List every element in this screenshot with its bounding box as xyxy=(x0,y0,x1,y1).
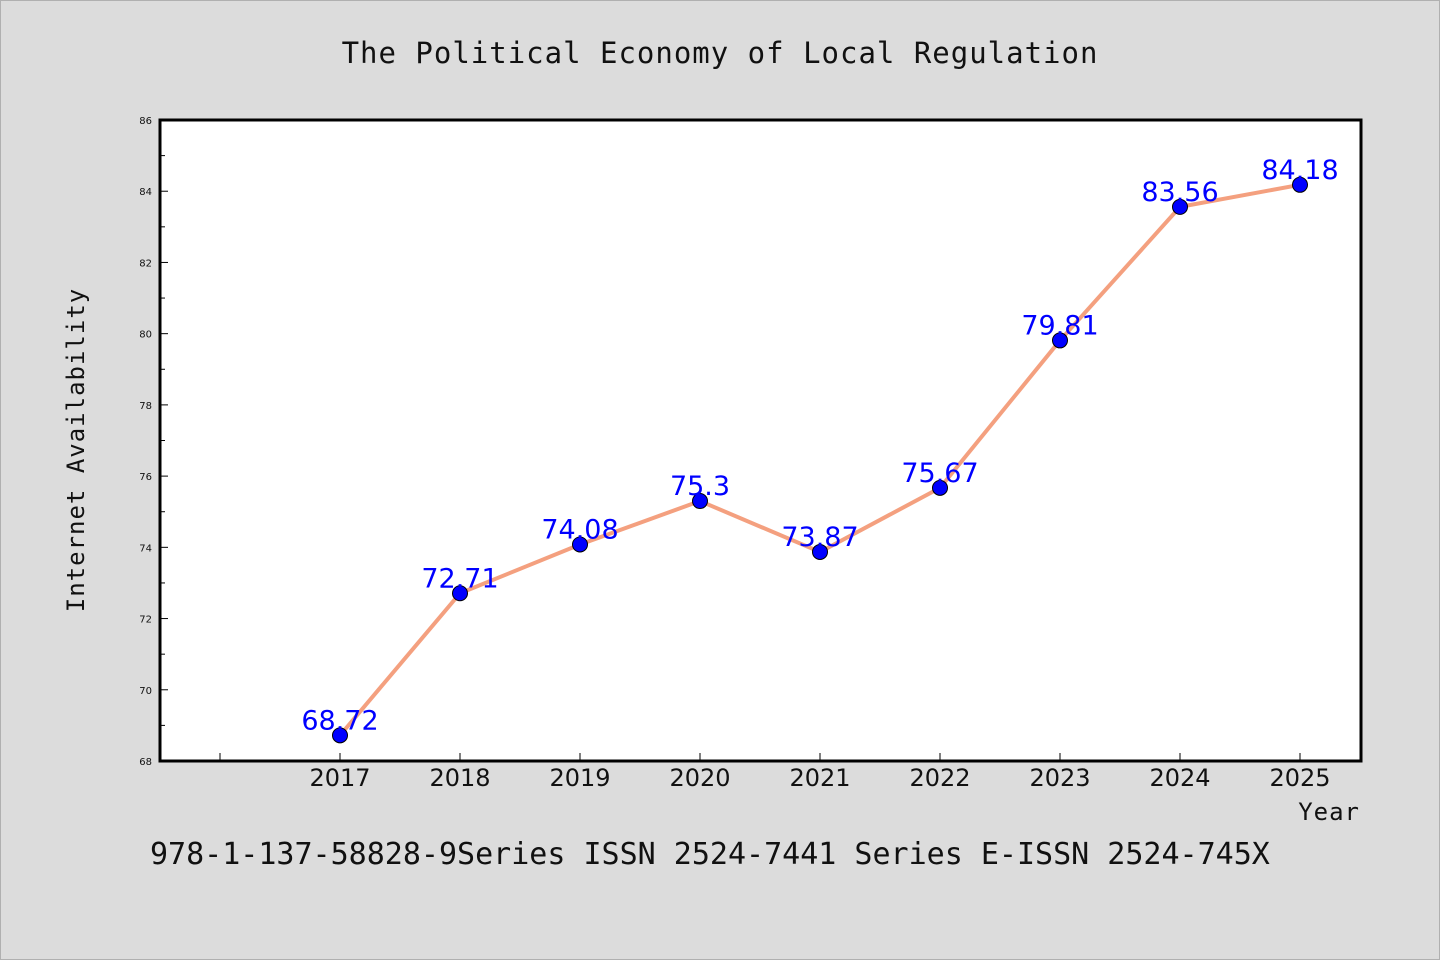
data-label: 75.3 xyxy=(670,471,730,502)
data-label: 83.56 xyxy=(1141,177,1218,208)
data-label: 79.81 xyxy=(1021,310,1098,341)
data-point xyxy=(692,493,708,510)
x-tick-label: 2025 xyxy=(1269,764,1330,792)
plot-area xyxy=(160,120,1361,761)
y-tick-label: 78 xyxy=(139,401,152,412)
data-label: 74.08 xyxy=(541,514,618,545)
data-label: 84.18 xyxy=(1261,155,1338,186)
x-tick-label: 2021 xyxy=(789,764,850,792)
data-point xyxy=(812,543,828,560)
x-tick-label: 2022 xyxy=(909,764,970,792)
y-tick-label: 74 xyxy=(139,543,152,554)
data-label: 72.71 xyxy=(421,563,498,594)
data-point xyxy=(1292,176,1308,193)
y-tick-label: 82 xyxy=(139,258,152,269)
data-point xyxy=(1172,198,1188,215)
y-tick-label: 72 xyxy=(139,615,152,626)
data-label: 73.87 xyxy=(781,522,858,553)
plot-frame xyxy=(158,118,1363,763)
data-point xyxy=(572,536,588,553)
data-point xyxy=(452,585,468,602)
x-tick-label: 2023 xyxy=(1029,764,1090,792)
y-tick-label: 68 xyxy=(139,757,152,768)
data-point xyxy=(332,727,348,744)
data-labels: 68.72 72.71 74.08 75.3 73.87 75.67 79.81 83.56 8… xyxy=(301,155,1338,737)
x-tick-label: 2018 xyxy=(429,764,490,792)
data-label: 68.72 xyxy=(301,705,378,736)
series-markers xyxy=(332,176,1308,744)
x-tick-label: 2020 xyxy=(669,764,730,792)
x-tick-label: 2019 xyxy=(549,764,610,792)
data-label: 75.67 xyxy=(901,458,978,489)
y-tick-label: 76 xyxy=(139,472,152,483)
y-axis-label: Internet Availability xyxy=(62,288,90,612)
isbn-footer: 978-1-137-58828-9Series ISSN 2524-7441 S… xyxy=(150,837,1270,872)
y-tick-label: 80 xyxy=(139,330,152,341)
x-axis-label: Year xyxy=(1298,798,1360,826)
x-tick-label: 2017 xyxy=(309,764,370,792)
data-point xyxy=(1052,332,1068,349)
y-tick-label: 70 xyxy=(139,686,152,697)
x-axis-ticks: 2017 2018 2019 2020 2021 2022 2023 2024 2025 xyxy=(219,753,1331,792)
y-tick-label: 84 xyxy=(139,187,152,198)
data-point xyxy=(932,479,948,496)
chart-title: The Political Economy of Local Regulatio… xyxy=(342,36,1099,70)
x-tick-label: 2024 xyxy=(1149,764,1210,792)
y-tick-label: 86 xyxy=(139,116,152,127)
